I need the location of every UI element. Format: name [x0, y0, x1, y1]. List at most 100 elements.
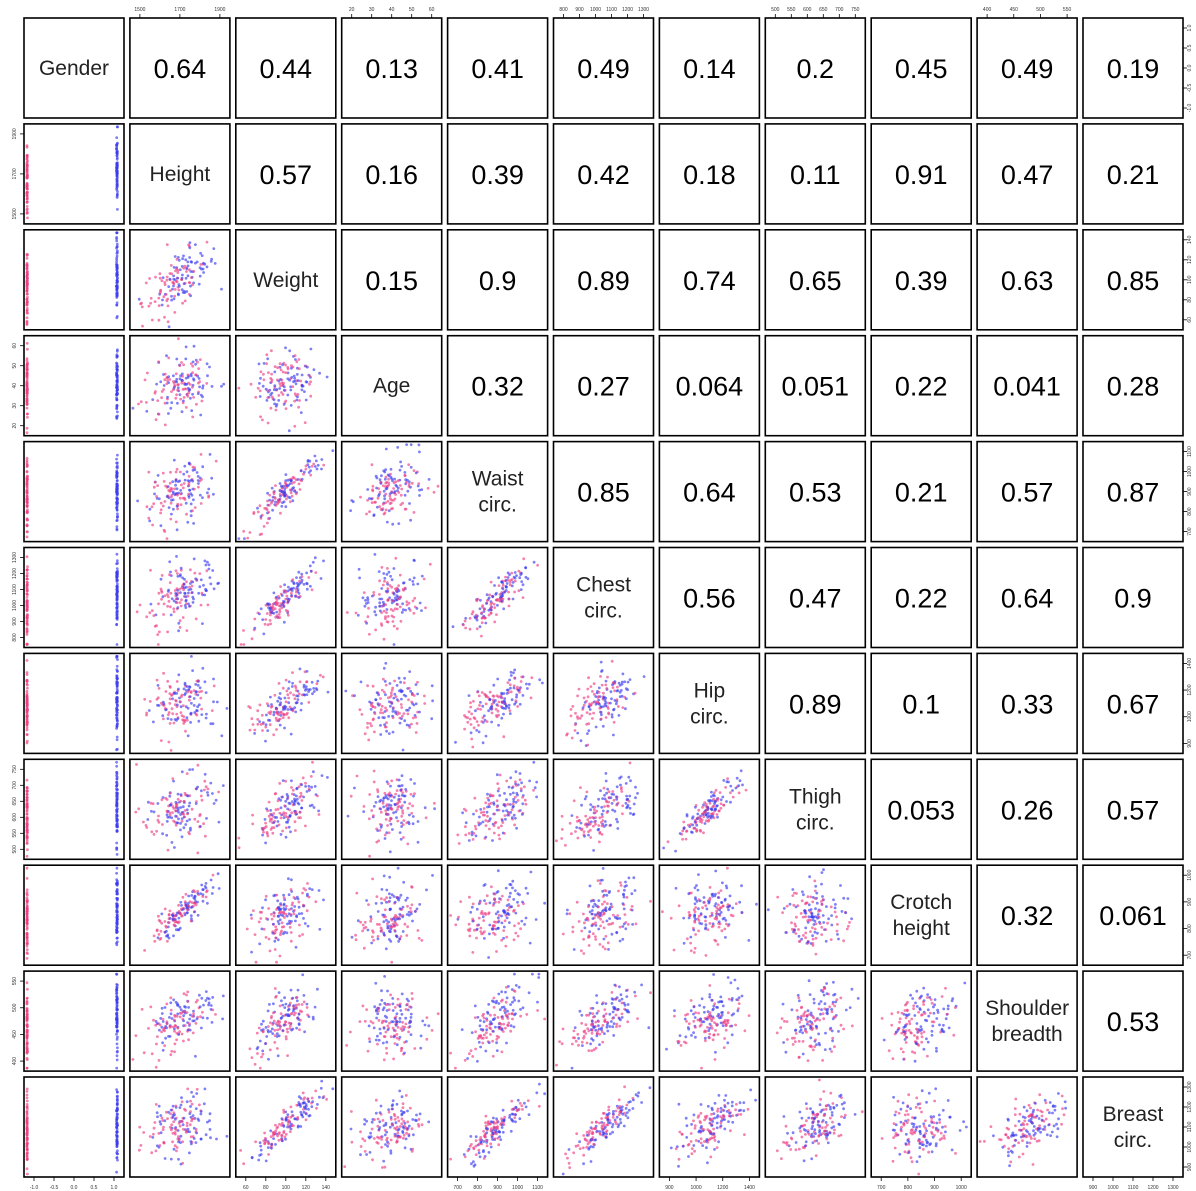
- point-group-2: [279, 798, 283, 802]
- point-group-2: [170, 294, 173, 298]
- point-group-2: [626, 803, 630, 807]
- point-group-1: [198, 572, 202, 575]
- panel-r5-c10: 0.9: [1082, 546, 1184, 649]
- point-group-2: [115, 365, 118, 369]
- panel-r6-c3: [340, 652, 443, 755]
- point-group-2: [625, 794, 628, 798]
- point-group-2: [413, 559, 416, 562]
- point-group-1: [25, 918, 29, 921]
- point-group-1: [168, 909, 172, 913]
- point-group-2: [391, 828, 394, 831]
- point-group-1: [279, 816, 283, 820]
- point-group-2: [136, 499, 140, 503]
- point-group-2: [161, 298, 164, 302]
- point-group-1: [157, 360, 161, 364]
- point-group-2: [194, 362, 198, 366]
- point-group-2: [173, 846, 176, 849]
- point-group-1: [186, 908, 189, 912]
- point-group-1: [381, 502, 385, 506]
- point-group-1: [25, 267, 29, 271]
- panel-r0-c2: 0.44: [235, 17, 337, 119]
- point-group-1: [613, 689, 616, 693]
- point-group-2: [289, 388, 293, 392]
- point-group-1: [277, 823, 281, 827]
- point-group-1: [167, 713, 170, 717]
- point-group-1: [299, 794, 303, 798]
- point-group-1: [391, 686, 395, 690]
- point-group-1: [298, 810, 302, 814]
- point-group-1: [489, 606, 493, 609]
- point-group-2: [505, 704, 508, 708]
- panel-r2-c7: 0.65: [764, 229, 867, 331]
- point-group-1: [297, 692, 301, 696]
- scatter-points: [25, 125, 119, 220]
- point-group-1: [308, 382, 311, 386]
- point-group-2: [162, 384, 166, 387]
- point-group-1: [190, 584, 194, 588]
- point-group-1: [484, 819, 488, 822]
- panel-r8-c1: [129, 864, 231, 967]
- point-group-1: [483, 692, 486, 696]
- point-group-2: [416, 582, 420, 586]
- point-group-2: [405, 723, 409, 727]
- panel-frame: [235, 652, 337, 755]
- panel-r7-c0: [23, 758, 125, 861]
- point-group-1: [25, 696, 29, 700]
- point-group-2: [484, 835, 488, 839]
- point-group-1: [309, 473, 313, 477]
- point-group-2: [394, 598, 398, 602]
- point-group-2: [307, 465, 311, 469]
- point-group-2: [115, 174, 119, 178]
- point-group-1: [166, 593, 169, 596]
- point-group-1: [284, 399, 288, 403]
- point-group-1: [560, 828, 564, 831]
- point-group-2: [193, 895, 197, 898]
- point-group-1: [26, 599, 29, 603]
- point-group-2: [186, 734, 190, 738]
- point-group-1: [160, 798, 164, 802]
- point-group-2: [278, 692, 282, 695]
- point-group-1: [399, 484, 402, 487]
- point-group-2: [179, 374, 183, 378]
- point-group-2: [690, 831, 694, 834]
- point-group-2: [115, 793, 119, 796]
- point-group-2: [308, 887, 312, 890]
- point-group-2: [398, 689, 401, 693]
- point-group-1: [286, 816, 290, 819]
- correlation-value: 0.49: [577, 54, 630, 84]
- point-group-2: [287, 687, 290, 690]
- point-group-1: [25, 835, 29, 839]
- point-group-2: [366, 488, 370, 491]
- point-group-1: [367, 817, 371, 821]
- point-group-2: [599, 789, 602, 793]
- point-group-2: [397, 676, 401, 680]
- point-group-2: [612, 733, 615, 737]
- point-group-2: [331, 449, 335, 452]
- point-group-2: [167, 506, 171, 509]
- point-group-1: [394, 480, 398, 484]
- point-group-2: [217, 887, 221, 890]
- point-group-1: [397, 491, 401, 494]
- point-group-2: [294, 382, 298, 386]
- point-group-1: [518, 778, 522, 782]
- point-group-1: [371, 684, 375, 688]
- panel-r6-c10: 0.67: [1082, 652, 1184, 755]
- point-group-2: [189, 260, 193, 263]
- point-group-1: [719, 802, 723, 806]
- point-group-2: [166, 485, 170, 488]
- point-group-1: [380, 704, 384, 708]
- point-group-1: [523, 785, 526, 789]
- point-group-1: [284, 812, 288, 815]
- point-group-1: [396, 808, 399, 811]
- point-group-2: [172, 374, 175, 378]
- point-group-2: [165, 934, 168, 938]
- point-group-2: [362, 810, 366, 813]
- point-group-2: [269, 695, 272, 699]
- point-group-1: [170, 694, 173, 697]
- point-group-1: [310, 464, 314, 468]
- point-group-1: [256, 709, 260, 713]
- point-group-1: [178, 496, 182, 500]
- point-group-2: [604, 779, 608, 783]
- point-group-2: [278, 489, 282, 493]
- point-group-2: [276, 914, 280, 918]
